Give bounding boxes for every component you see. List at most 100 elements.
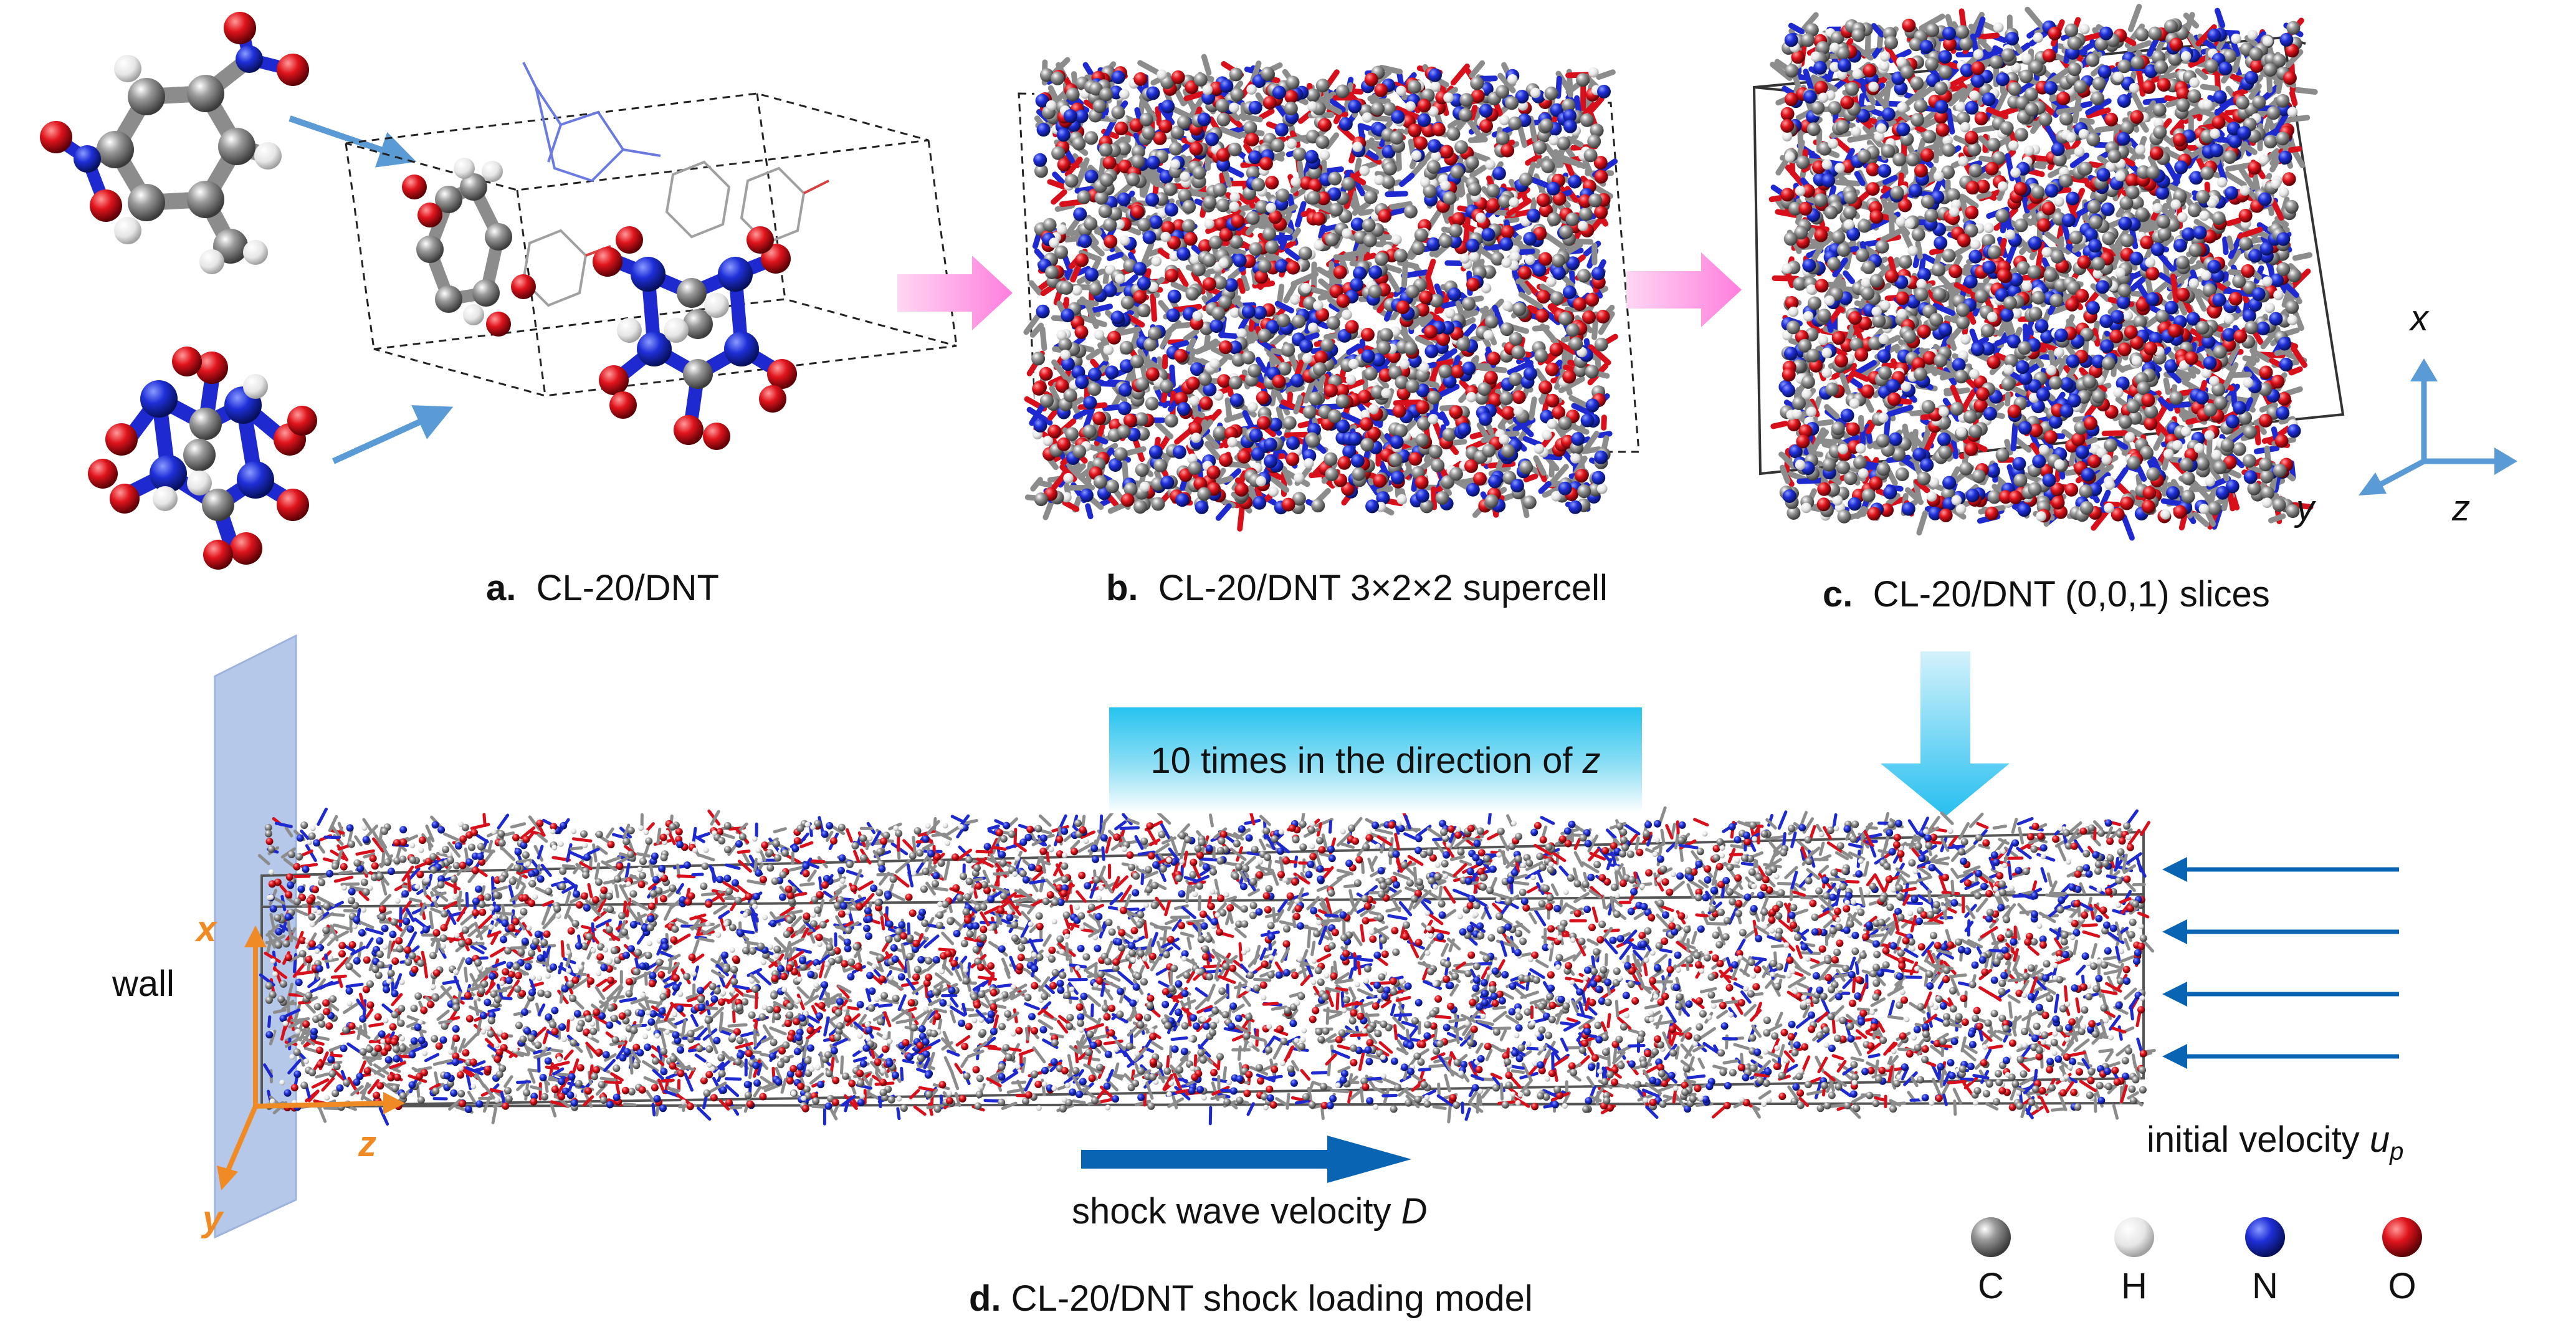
atom <box>1229 191 1241 203</box>
atom <box>1105 479 1119 494</box>
atom <box>1198 239 1212 253</box>
bond <box>1561 275 1575 289</box>
atom <box>1245 133 1259 146</box>
atom <box>1229 201 1240 213</box>
atom <box>1073 207 1087 221</box>
bond <box>1201 54 1212 76</box>
atom <box>1054 245 1068 259</box>
bond <box>1174 429 1192 445</box>
bond <box>2072 95 2082 124</box>
bond <box>1175 267 1189 287</box>
atom <box>2086 53 2100 67</box>
bond <box>1881 198 1891 215</box>
atom <box>1974 289 1988 304</box>
atom <box>1361 349 1375 363</box>
bond <box>1597 431 1613 438</box>
atom <box>1042 218 1057 232</box>
atom <box>1093 475 1107 489</box>
bond <box>1073 408 1092 420</box>
atom <box>1219 79 1234 93</box>
bond <box>1378 64 1403 75</box>
atom <box>1191 433 1201 443</box>
bond <box>1319 100 1342 115</box>
atom <box>1131 145 1145 159</box>
atom <box>1137 276 1151 290</box>
atom <box>1363 190 1378 204</box>
bond <box>1978 38 1992 52</box>
atom <box>1057 158 1071 172</box>
atom <box>1134 412 1148 426</box>
bond <box>1395 147 1402 171</box>
atom <box>1130 354 1144 368</box>
atom <box>1209 358 1220 369</box>
atom <box>1213 275 1228 290</box>
atom <box>1102 156 1117 170</box>
atom <box>1368 265 1383 279</box>
atom <box>1585 398 1600 413</box>
atom <box>1192 310 1203 322</box>
atom <box>1484 371 1498 385</box>
atom <box>2148 26 2162 41</box>
atom <box>1314 350 1328 365</box>
atom <box>1446 127 1461 141</box>
atom <box>1117 141 1132 156</box>
bond <box>1803 69 1814 91</box>
atom <box>1247 363 1262 378</box>
bond <box>1269 384 1278 407</box>
atom <box>1290 373 1305 388</box>
atom <box>1931 262 1945 277</box>
bond <box>1224 397 1233 419</box>
atom <box>1955 504 1967 515</box>
atom <box>1585 365 1599 379</box>
atom <box>1431 151 1441 162</box>
bond <box>1267 469 1284 481</box>
atom <box>1326 316 1340 330</box>
atom <box>1072 444 1087 459</box>
atom <box>1353 266 1367 280</box>
bond <box>2224 171 2247 188</box>
atom <box>1577 221 1588 231</box>
atom <box>1246 166 1260 180</box>
atom <box>1439 145 1454 159</box>
atom <box>1171 70 1185 84</box>
atom <box>1960 334 1971 345</box>
atom <box>1186 376 1200 391</box>
atom <box>1566 323 1580 337</box>
bond <box>1107 502 1128 514</box>
bond <box>1393 399 1423 406</box>
atom <box>1570 453 1581 464</box>
bond <box>1196 338 1219 354</box>
atom <box>1104 234 1118 249</box>
atom <box>1218 340 1233 355</box>
bond <box>1276 406 1286 429</box>
atom <box>2021 53 2032 64</box>
bond <box>1858 414 1864 433</box>
bond <box>2274 348 2293 357</box>
atom <box>2061 213 2076 227</box>
atom <box>1539 118 1553 133</box>
atom <box>1151 497 1165 511</box>
atom <box>2135 144 2146 155</box>
bond <box>1238 113 1263 123</box>
atom <box>1565 212 1580 226</box>
bond <box>1248 484 1258 504</box>
atom <box>1389 452 1403 467</box>
bond <box>1226 246 1251 257</box>
atom <box>1277 361 1292 376</box>
atom <box>1594 170 1608 184</box>
atom <box>1484 315 1499 329</box>
atom <box>1209 235 1223 249</box>
bond <box>1346 343 1362 355</box>
atom <box>1231 214 1245 228</box>
atom <box>1424 325 1438 339</box>
atom <box>1896 291 1909 305</box>
atom <box>1234 482 1249 497</box>
dnt-molecule <box>40 12 309 274</box>
atom <box>1523 366 1537 381</box>
atom <box>1430 81 1441 92</box>
bond <box>1916 510 1929 536</box>
bond <box>1431 400 1439 417</box>
atom <box>1089 282 1103 296</box>
atom <box>1381 175 1395 189</box>
atom <box>1281 497 1295 512</box>
